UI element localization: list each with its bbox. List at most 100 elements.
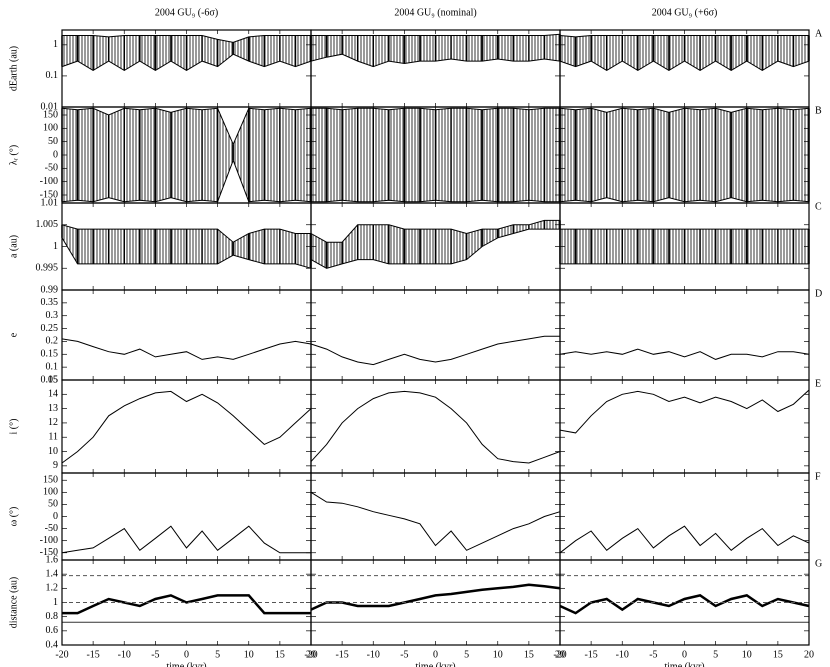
y-tick-label: 0.1 xyxy=(46,361,59,372)
y-tick-label: 1 xyxy=(53,241,58,252)
y-tick-label: 9 xyxy=(53,460,58,471)
y-tick-label: 150 xyxy=(43,109,58,120)
x-tick-label: 10 xyxy=(742,649,752,660)
x-tick-label: -5 xyxy=(400,649,408,660)
series-line xyxy=(61,53,312,71)
series-line xyxy=(310,228,560,269)
y-tick-label: -150 xyxy=(40,189,58,200)
y-axis-label: e xyxy=(8,332,19,337)
panel-frame xyxy=(61,472,312,561)
series-line xyxy=(61,237,312,269)
x-tick-label: 15 xyxy=(773,649,783,660)
y-tick-label: -150 xyxy=(40,547,58,558)
panel-label: A xyxy=(815,28,823,39)
y-axis-label: ω (°) xyxy=(8,507,19,527)
y-tick-label: 15 xyxy=(48,374,58,385)
x-tick-label: 0 xyxy=(433,649,438,660)
x-tick-label: 10 xyxy=(244,649,254,660)
y-tick-label: 0 xyxy=(53,149,58,160)
y-tick-label: 1.01 xyxy=(41,197,59,208)
panel-frame xyxy=(559,559,810,646)
series-line xyxy=(559,107,810,113)
x-tick-label: 5 xyxy=(464,649,469,660)
series-line xyxy=(61,224,311,243)
x-tick-label: -20 xyxy=(304,649,317,660)
series-line xyxy=(61,158,312,203)
series-line xyxy=(311,199,560,203)
y-tick-label: 0.8 xyxy=(46,611,59,622)
y-tick-label: 0.15 xyxy=(41,349,59,360)
x-axis-label: time (kyr) xyxy=(664,661,704,667)
y-tick-label: 0.1 xyxy=(46,70,59,81)
y-tick-label: -50 xyxy=(45,523,58,534)
y-axis-label: a (au) xyxy=(8,235,19,258)
panel-label: G xyxy=(815,558,822,569)
x-tick-label: 20 xyxy=(306,649,316,660)
y-axis-label: λᵣ (°) xyxy=(8,145,19,165)
x-tick-label: -5 xyxy=(151,649,159,660)
series-line xyxy=(559,197,810,203)
x-tick-label: 0 xyxy=(682,649,687,660)
y-axis-label: distance (au) xyxy=(8,577,19,628)
y-tick-label: 13 xyxy=(48,403,58,414)
panel-frame xyxy=(61,379,312,474)
series-line xyxy=(311,107,560,111)
y-tick-label: 0.25 xyxy=(41,323,59,334)
x-tick-label: -20 xyxy=(553,649,566,660)
x-tick-label: 5 xyxy=(713,649,718,660)
column-title: 2004 GU₉ (+6σ) xyxy=(652,7,718,18)
series-line xyxy=(310,219,560,243)
panel-frame xyxy=(310,379,561,474)
panel-frame xyxy=(310,289,561,381)
y-tick-label: -100 xyxy=(40,176,58,187)
y-tick-label: 0.3 xyxy=(46,310,59,321)
x-tick-label: 20 xyxy=(555,649,565,660)
y-tick-label: -50 xyxy=(45,163,58,174)
x-tick-label: 0 xyxy=(184,649,189,660)
x-tick-label: 10 xyxy=(493,649,503,660)
x-tick-label: -15 xyxy=(584,649,597,660)
x-tick-label: 20 xyxy=(804,649,814,660)
panel-frame xyxy=(559,472,810,561)
x-tick-label: -5 xyxy=(649,649,657,660)
y-tick-label: 0.35 xyxy=(41,297,59,308)
column-title: 2004 GU₉ (-6σ) xyxy=(155,7,218,18)
y-tick-label: 1.4 xyxy=(46,568,59,579)
y-tick-label: 10 xyxy=(48,446,58,457)
y-tick-label: 0.99 xyxy=(41,284,59,295)
series-line xyxy=(559,389,810,434)
y-tick-label: 1.2 xyxy=(46,583,59,594)
y-tick-label: 0.2 xyxy=(46,336,59,347)
panel-frame xyxy=(559,289,810,381)
y-tick-label: 50 xyxy=(48,136,58,147)
panel-frame xyxy=(61,289,312,381)
series-line xyxy=(559,525,810,554)
x-axis-label: time (kyr) xyxy=(415,661,455,667)
series-line xyxy=(559,35,809,38)
y-tick-label: 0.05 xyxy=(41,374,59,385)
y-tick-label: 1 xyxy=(53,39,58,50)
series-line xyxy=(61,390,312,464)
y-tick-label: 1.005 xyxy=(36,219,59,230)
series-line xyxy=(61,525,311,554)
panel-label: B xyxy=(815,105,822,116)
y-tick-label: 1 xyxy=(53,597,58,608)
panel-label: C xyxy=(815,201,822,212)
series-line xyxy=(61,338,312,360)
series-line xyxy=(559,348,810,360)
y-tick-label: 14 xyxy=(48,389,58,400)
x-tick-label: -10 xyxy=(367,649,380,660)
x-tick-label: -15 xyxy=(335,649,348,660)
series-line xyxy=(61,107,312,146)
column-title: 2004 GU₉ (nominal) xyxy=(394,7,476,18)
series-line xyxy=(310,335,560,366)
x-tick-label: -15 xyxy=(86,649,99,660)
series-line xyxy=(310,583,561,611)
series-line xyxy=(310,390,561,464)
x-tick-label: -20 xyxy=(55,649,68,660)
x-tick-label: 5 xyxy=(215,649,220,660)
panel-label: E xyxy=(815,378,821,389)
series-line xyxy=(559,60,810,71)
x-tick-label: 15 xyxy=(275,649,285,660)
